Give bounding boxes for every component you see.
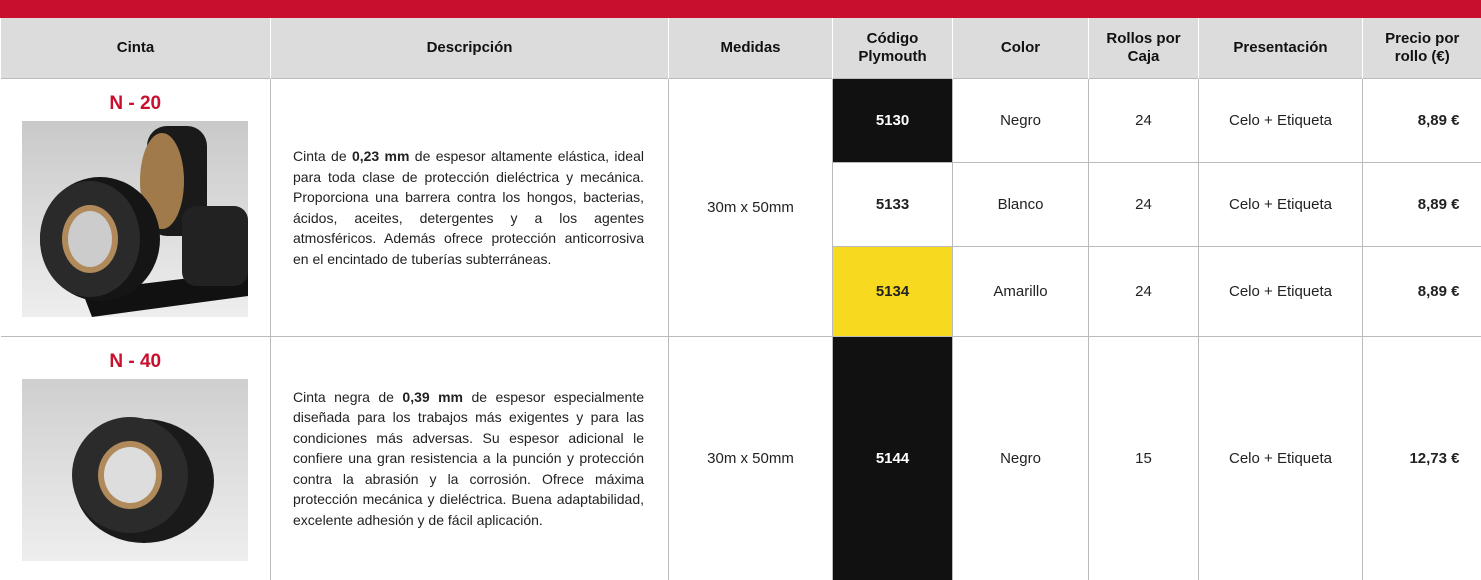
description-cell: Cinta de 0,23 mm de espesor altamente el… (271, 79, 669, 337)
column-header: Descripción (271, 18, 669, 79)
presentacion-cell: Celo + Etiqueta (1199, 79, 1363, 163)
column-header: Color (953, 18, 1089, 79)
rollos-cell: 24 (1089, 247, 1199, 337)
description-text: Cinta de (293, 148, 352, 164)
column-header: Rollos por Caja (1089, 18, 1199, 79)
color-cell: Negro (953, 337, 1089, 580)
top-bar (0, 0, 1481, 18)
code-cell: 5134 (833, 247, 953, 337)
description-text: Cinta negra de (293, 389, 402, 405)
price-cell: 8,89 € (1363, 163, 1481, 247)
product-row: N - 40 Cinta negra de 0,39 mm de espesor… (1, 337, 1481, 580)
column-header-text: Descripción (427, 39, 513, 57)
column-header-text: Presentación (1233, 39, 1327, 57)
column-header: Presentación (1199, 18, 1363, 79)
rollos-cell: 24 (1089, 79, 1199, 163)
code-cell: 5144 (833, 337, 953, 580)
product-name: N - 40 (1, 351, 271, 379)
presentacion-cell: Celo + Etiqueta (1199, 337, 1363, 580)
column-header-text: Rollos por Caja (1104, 30, 1184, 66)
color-cell: Amarillo (953, 247, 1089, 337)
product-row: N - 20 Cinta de 0,23 mm de espesor altam… (1, 79, 1481, 163)
code-cell: 5130 (833, 79, 953, 163)
medidas: 30m x 50mm (669, 337, 833, 580)
column-header-text: Cinta (117, 39, 155, 57)
description-text: de espesor altamente elástica, ideal par… (293, 148, 644, 267)
column-header-text: Medidas (720, 39, 780, 57)
cinta-cell: N - 40 (1, 337, 271, 580)
product-image (22, 379, 248, 561)
column-header-text: Color (1001, 39, 1040, 57)
product-image (22, 121, 248, 317)
column-header: Cinta (1, 18, 271, 79)
column-header-text: Código Plymouth (853, 30, 933, 66)
column-header: Código Plymouth (833, 18, 953, 79)
medidas: 30m x 50mm (669, 79, 833, 337)
product-name: N - 20 (1, 93, 271, 121)
description-bold: 0,23 mm (352, 148, 410, 164)
color-cell: Negro (953, 79, 1089, 163)
description-text: de espesor especialmente diseñada para l… (293, 389, 644, 528)
rollos-cell: 15 (1089, 337, 1199, 580)
price-cell: 8,89 € (1363, 247, 1481, 337)
presentacion-cell: Celo + Etiqueta (1199, 247, 1363, 337)
rollos-cell: 24 (1089, 163, 1199, 247)
table-head: Cinta Descripción Medidas Código Plymouth Co… (1, 18, 1481, 79)
color-cell: Blanco (953, 163, 1089, 247)
table-body: N - 20 Cinta de 0,23 mm de espesor altam… (1, 79, 1481, 580)
product-table: Cinta Descripción Medidas Código Plymouth Co… (0, 18, 1481, 580)
presentacion-cell: Celo + Etiqueta (1199, 163, 1363, 247)
column-header-text: Precio por rollo (€) (1377, 30, 1467, 66)
cinta-cell: N - 20 (1, 79, 271, 337)
description-bold: 0,39 mm (402, 389, 463, 405)
column-header: Medidas (669, 18, 833, 79)
code-cell: 5133 (833, 163, 953, 247)
header-row: Cinta Descripción Medidas Código Plymouth Co… (1, 18, 1481, 79)
price-cell: 8,89 € (1363, 79, 1481, 163)
column-header: Precio por rollo (€) (1363, 18, 1481, 79)
price-cell: 12,73 € (1363, 337, 1481, 580)
description-cell: Cinta negra de 0,39 mm de espesor especi… (271, 337, 669, 580)
